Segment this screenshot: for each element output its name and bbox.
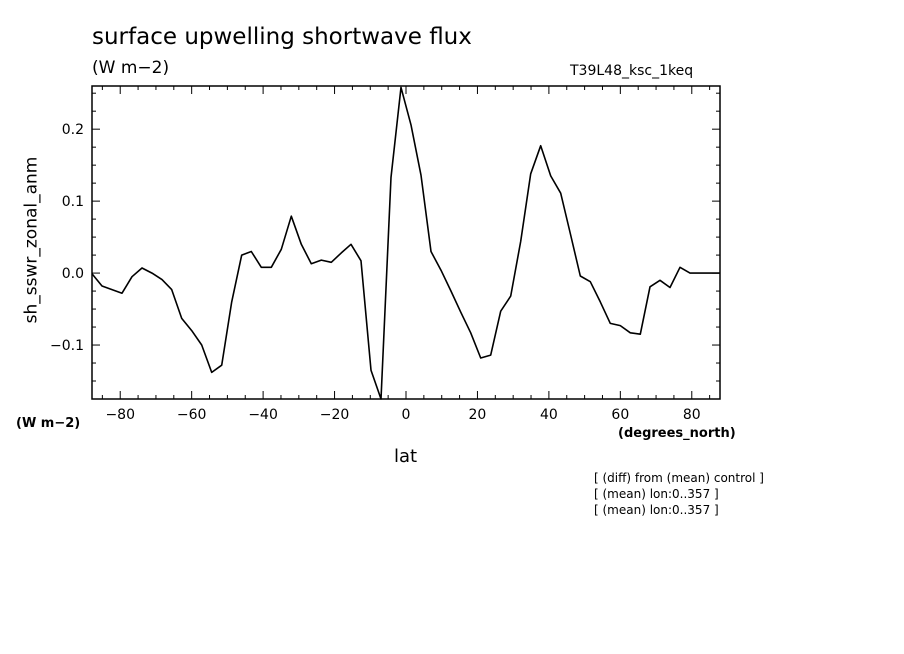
x-axis-label: lat [394, 446, 418, 467]
y-tick-label: 0.1 [62, 194, 84, 210]
y-axis-units: (W m−2) [16, 416, 81, 431]
y-tick-label: 0.0 [62, 266, 84, 282]
plot-frame [91, 85, 721, 400]
y-tick-label: 0.2 [62, 122, 84, 138]
chart-title: surface upwelling shortwave flux [92, 24, 472, 50]
x-axis-units: (degrees_north) [618, 426, 736, 441]
x-tick-label: 80 [683, 407, 701, 423]
y-axis-label: sh_sswr_zonal_anm [21, 156, 42, 324]
note-line: [ (diff) from (mean) control ] [594, 471, 764, 485]
x-tick-label: 60 [611, 407, 629, 423]
y-tick-label: −0.1 [50, 338, 84, 354]
data-line [91, 86, 720, 400]
x-tick-label: −60 [177, 407, 207, 423]
note-line: [ (mean) lon:0..357 ] [594, 503, 719, 517]
run-name: T39L48_ksc_1keq [570, 63, 694, 79]
x-tick-label: 40 [540, 407, 558, 423]
x-tick-label: −40 [248, 407, 278, 423]
x-tick-label: 0 [402, 407, 411, 423]
x-tick-label: 20 [469, 407, 487, 423]
x-tick-label: −20 [320, 407, 350, 423]
x-tick-label: −80 [105, 407, 135, 423]
chart-units: (W m−2) [92, 58, 170, 78]
note-line: [ (mean) lon:0..357 ] [594, 487, 719, 501]
